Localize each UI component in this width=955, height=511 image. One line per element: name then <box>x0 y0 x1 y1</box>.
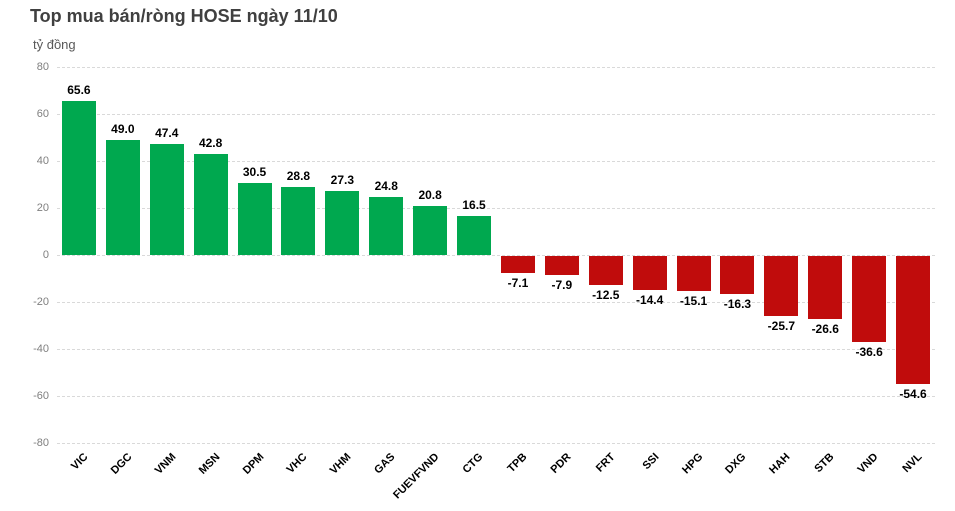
bar-value-label: -15.1 <box>679 294 708 309</box>
gridline <box>57 302 935 303</box>
bar-value-label: 27.3 <box>330 172 355 187</box>
bar-VIC <box>61 100 96 255</box>
bar-VND <box>852 256 887 342</box>
y-axis-unit-label: tỷ đồng <box>33 37 76 52</box>
bar-value-label: 65.6 <box>67 82 91 97</box>
bar-VHM <box>325 190 360 255</box>
bar-value-label: -54.6 <box>899 387 927 402</box>
bar-PDR <box>544 256 579 275</box>
y-axis-tick-label: -60 <box>33 390 49 402</box>
chart-title: Top mua bán/ròng HOSE ngày 11/10 <box>30 6 338 26</box>
bar-DXG <box>720 256 755 295</box>
y-axis-tick-label: -20 <box>33 296 49 308</box>
y-axis-tick-label: 60 <box>36 108 49 120</box>
bar-MSN <box>193 154 228 255</box>
bar-SSI <box>632 256 667 290</box>
bar-NVL <box>896 256 931 385</box>
gridline <box>57 208 935 209</box>
bar-value-label: -25.7 <box>767 319 796 334</box>
bar-FRT <box>588 256 623 286</box>
gridline <box>57 114 935 115</box>
bar-value-label: -36.6 <box>855 345 883 359</box>
bar-value-label: -26.6 <box>811 321 839 336</box>
bar-value-label: 28.8 <box>286 169 311 184</box>
bar-value-label: 30.5 <box>242 165 267 180</box>
y-axis-tick-label: 40 <box>36 155 49 167</box>
bar-GAS <box>369 196 404 255</box>
bar-value-label: -7.1 <box>507 275 529 290</box>
y-axis-tick-label: 0 <box>42 249 49 261</box>
bar-value-label: -14.4 <box>635 292 664 307</box>
bar-FUEVFVND <box>413 206 448 255</box>
bar-value-label: -7.9 <box>551 277 573 292</box>
y-axis-tick-label: -80 <box>33 437 49 449</box>
bar-DGC <box>105 139 140 255</box>
bar-value-label: 47.4 <box>155 125 179 140</box>
bar-value-label: -16.3 <box>723 297 752 312</box>
bar-value-label: 42.8 <box>198 136 223 151</box>
y-axis-tick-label: 20 <box>36 202 49 214</box>
gridline <box>57 67 935 68</box>
bar-value-label: 16.5 <box>462 198 486 213</box>
y-axis-tick-label: 80 <box>36 61 49 73</box>
gridline <box>57 255 935 256</box>
gridline <box>57 161 935 162</box>
bar-HPG <box>676 256 711 292</box>
y-axis-tick-label: -40 <box>33 343 49 355</box>
bar-value-label: 49.0 <box>111 121 135 136</box>
gridline <box>57 349 935 350</box>
bar-DPM <box>237 183 272 255</box>
bar-value-label: 20.8 <box>418 188 442 203</box>
bar-TPB <box>500 256 535 273</box>
gridline <box>57 396 935 397</box>
gridline <box>57 443 935 444</box>
bar-HAH <box>764 256 799 317</box>
bar-VHC <box>281 187 316 255</box>
bar-CTG <box>457 216 492 255</box>
bar-value-label: -12.5 <box>592 288 620 303</box>
bar-STB <box>808 256 843 319</box>
bar-value-label: 24.8 <box>374 178 398 193</box>
bar-VNM <box>149 143 184 255</box>
